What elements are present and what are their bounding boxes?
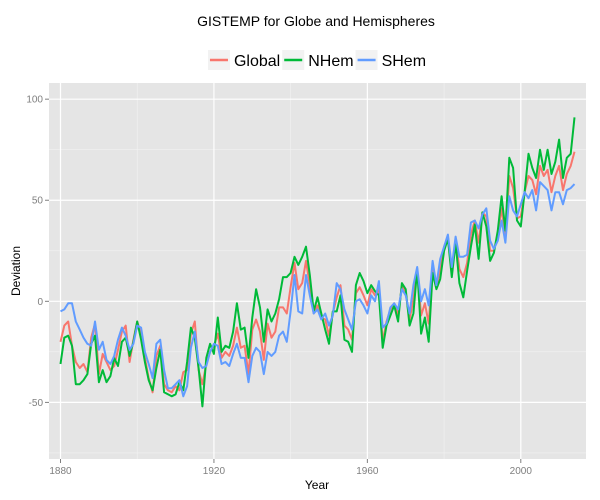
x-tick-label: 2000	[510, 466, 533, 477]
series-group	[59, 117, 576, 408]
x-tick-label: 1880	[49, 466, 72, 477]
y-tick-label: 100	[26, 95, 43, 106]
plot-panel	[49, 83, 586, 459]
y-tick-label: -50	[29, 398, 44, 409]
x-axis-title: Year	[305, 478, 329, 492]
y-tick-label: 0	[37, 297, 43, 308]
x-axis-ticks: 1880 1920 1960 2000	[49, 459, 532, 477]
legend-label-nhem: NHem	[308, 53, 353, 70]
series-line-shem	[60, 181, 576, 398]
y-axis-title: Deviation	[9, 246, 23, 296]
legend: Global NHem SHem	[207, 50, 426, 70]
legend-label-global: Global	[234, 53, 280, 70]
x-tick-label: 1920	[203, 466, 226, 477]
chart-title: GISTEMP for Globe and Hemispheres	[197, 13, 435, 29]
legend-label-shem: SHem	[382, 53, 426, 70]
x-tick-label: 1960	[356, 466, 379, 477]
y-tick-label: 50	[32, 196, 44, 207]
y-axis-ticks: -50 0 50 100	[26, 95, 49, 409]
series-line-nhem	[59, 117, 576, 408]
